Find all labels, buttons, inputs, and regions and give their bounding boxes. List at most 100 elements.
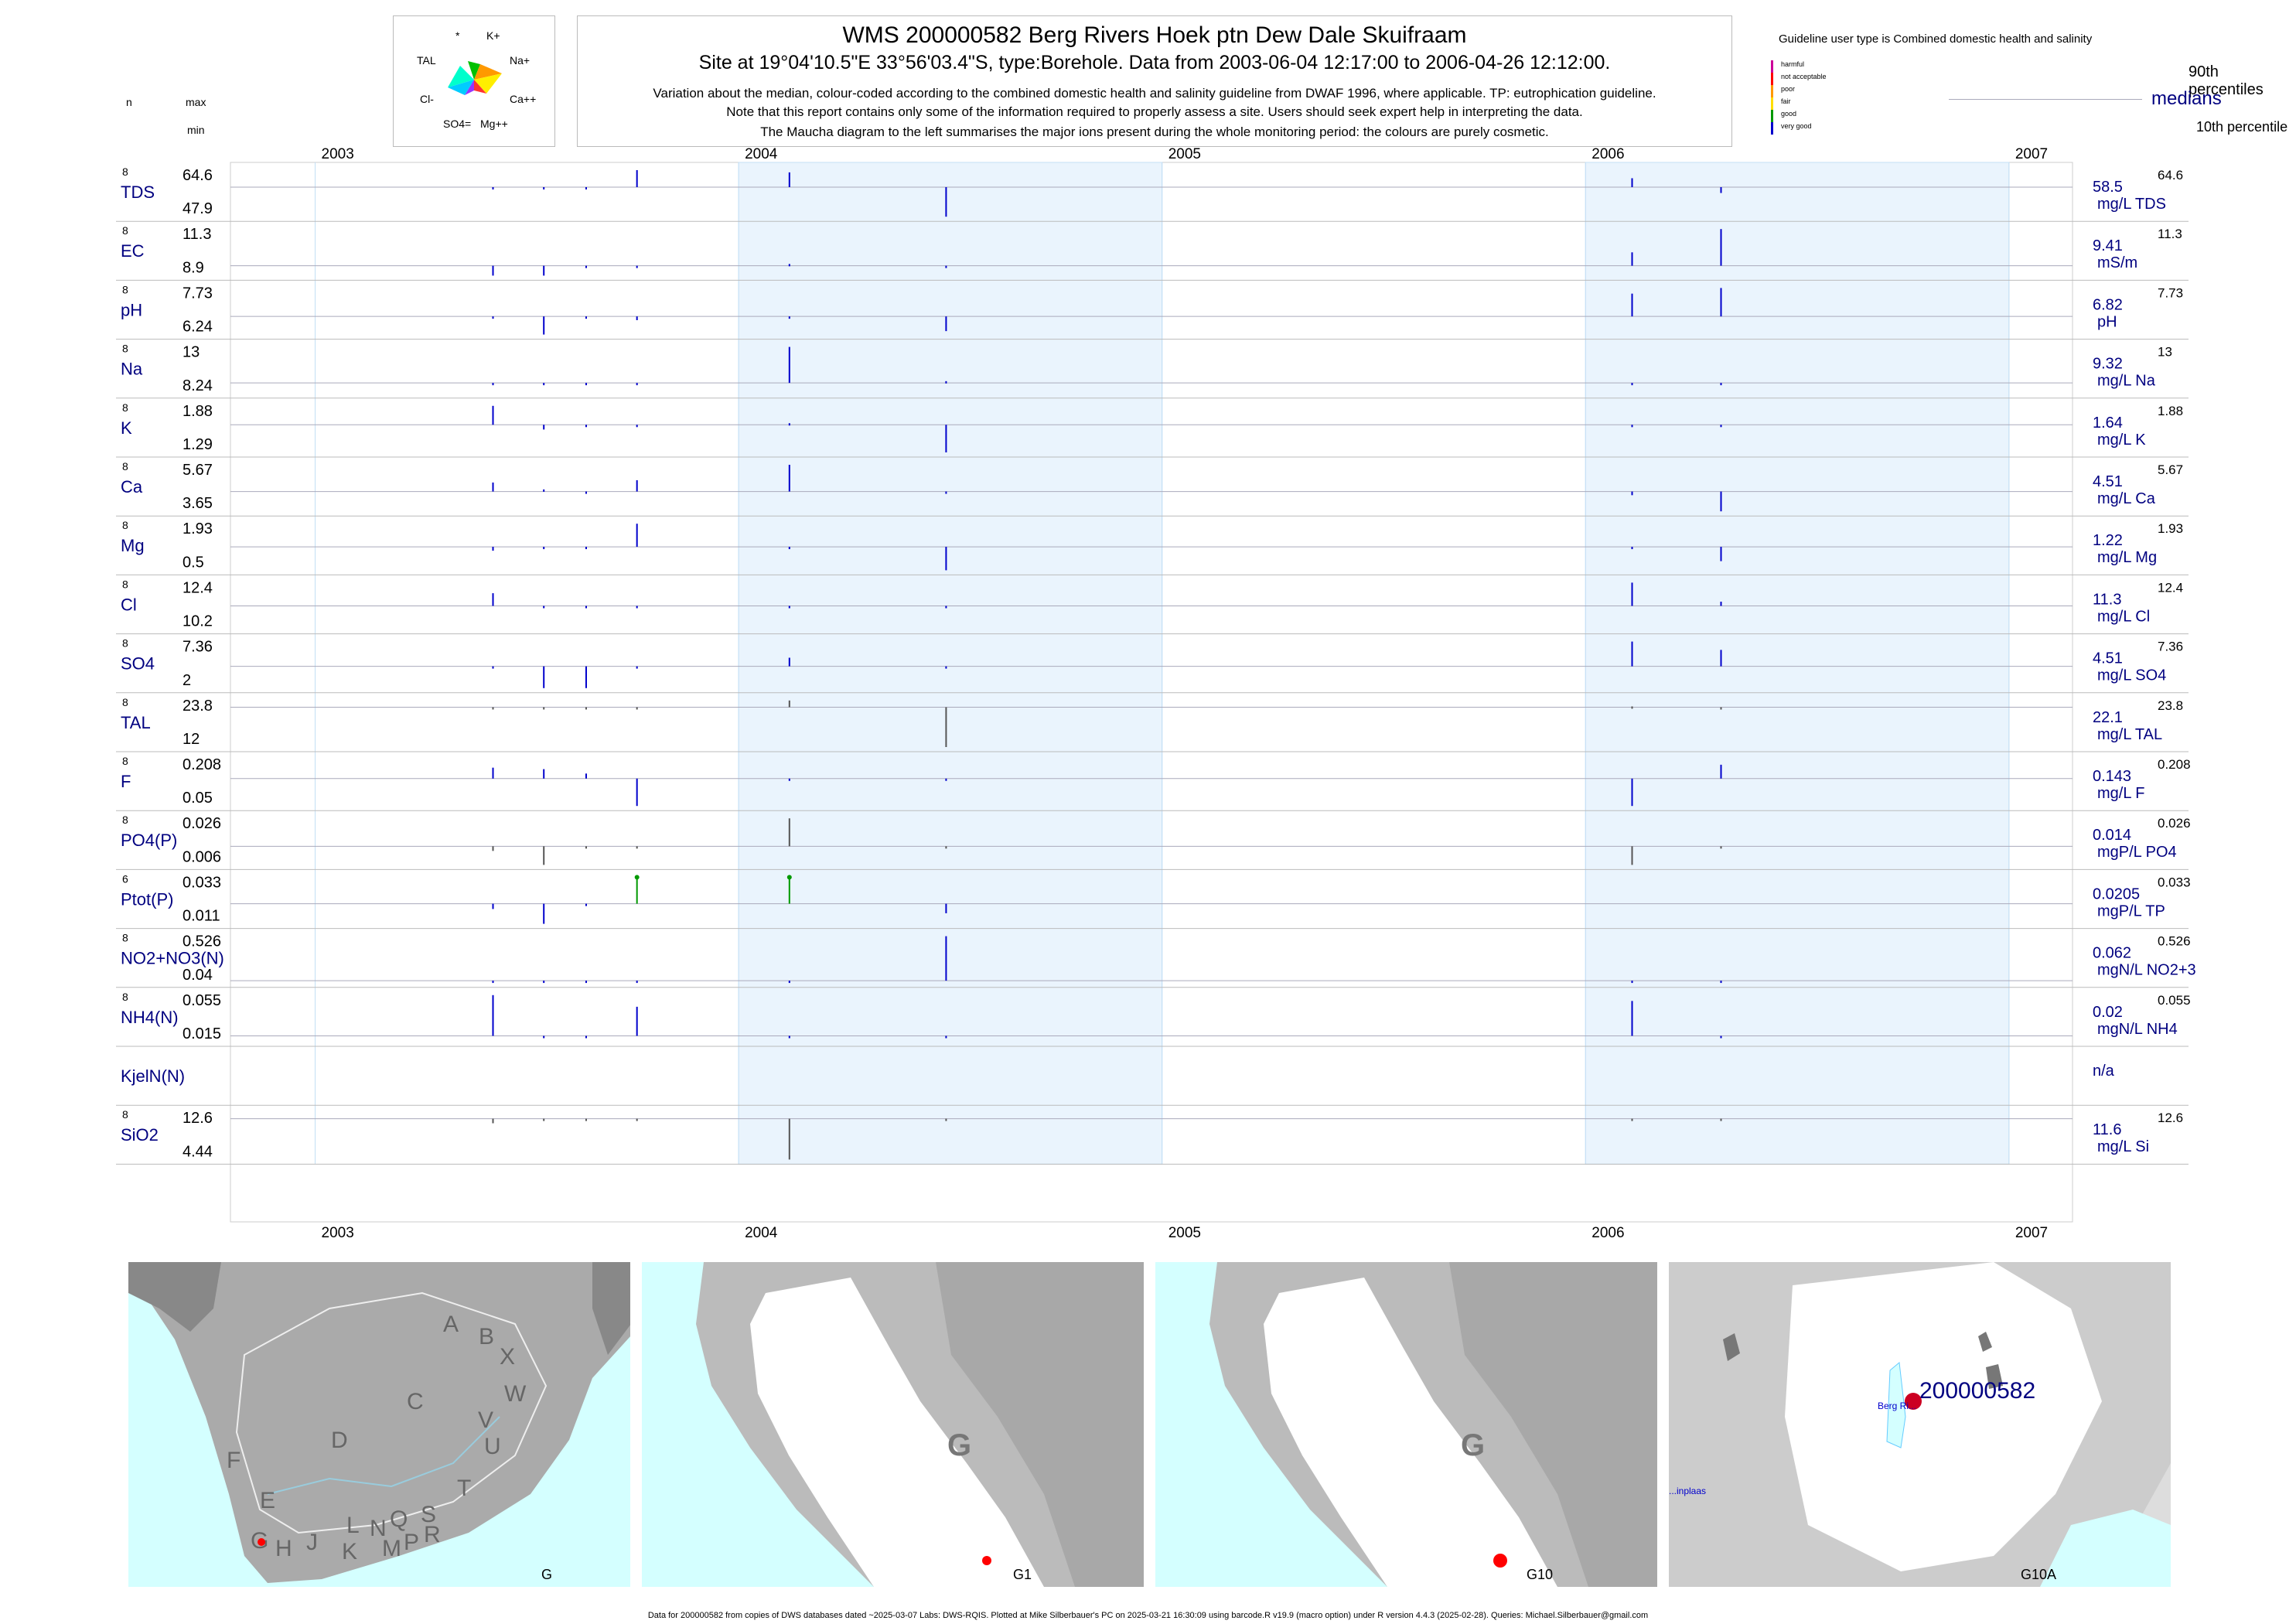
x-tick-label-top: 2003 — [322, 146, 354, 162]
row-median: 0.062 — [2093, 945, 2131, 962]
row-min: 0.006 — [183, 848, 221, 865]
map-lake-3 — [1986, 1364, 2003, 1389]
row-n: 8 — [122, 696, 128, 708]
row-unit: mg/L TAL — [2097, 726, 2162, 743]
row-min: 0.05 — [183, 790, 213, 807]
map-g10a-caption: G10A — [2021, 1567, 2056, 1582]
row-min: 0.011 — [183, 908, 220, 925]
legend-swatch — [1771, 60, 1773, 73]
maucha-wedge-k — [468, 61, 480, 80]
row-max: 0.033 — [183, 874, 221, 891]
legend-swatch — [1771, 97, 1773, 110]
row-max: 1.93 — [183, 520, 213, 537]
shaded-year-band — [1585, 162, 2010, 1165]
row-median: 11.3 — [2093, 591, 2121, 608]
row-unit: mS/m — [2097, 254, 2137, 271]
row-n: 8 — [122, 755, 128, 767]
row-median: 9.41 — [2093, 237, 2123, 254]
row-min: 10.2 — [183, 613, 213, 630]
row-label: SiO2 — [121, 1125, 159, 1145]
row-median: 22.1 — [2093, 709, 2123, 726]
map-region-s: S — [421, 1502, 436, 1527]
legend-swatch — [1771, 73, 1773, 85]
row-p90: 7.36 — [2158, 640, 2183, 654]
note-1: Variation about the median, colour-coded… — [653, 86, 1656, 101]
row-min: 4.44 — [183, 1143, 213, 1160]
row-unit: mgP/L PO4 — [2097, 844, 2177, 861]
row-median: 1.22 — [2093, 532, 2123, 549]
row-unit: mg/L SO4 — [2097, 667, 2166, 684]
map-region-p: P — [404, 1530, 419, 1555]
map-region-u: U — [484, 1434, 501, 1459]
row-p90: 5.67 — [2158, 462, 2183, 477]
map-g10-svg: G G10 — [1155, 1262, 1657, 1587]
legend-median-line — [1949, 99, 2142, 100]
legend-level: not acceptable — [1771, 73, 1827, 85]
row-n: 8 — [122, 343, 128, 355]
data-point — [634, 875, 640, 880]
row-unit: mgN/L NH4 — [2097, 1021, 2178, 1038]
maucha-label-ca: Ca++ — [510, 93, 536, 105]
legend-level: fair — [1771, 97, 1791, 110]
map-site-label: Berg Ri... — [1878, 1401, 1916, 1411]
row-median: 9.32 — [2093, 356, 2123, 373]
map-g10-caption: G10 — [1527, 1567, 1553, 1582]
maucha-wedge-tal — [448, 66, 474, 87]
map-region-j: J — [306, 1530, 318, 1555]
row-max: 1.88 — [183, 403, 213, 420]
maucha-diagram: * K+ Na+ Ca++ Mg++ SO4= Cl- TAL — [393, 15, 555, 147]
map-caption: G — [541, 1567, 552, 1582]
map-region-h: H — [275, 1536, 292, 1561]
row-min: 0.015 — [183, 1025, 221, 1042]
legend-level-label: very good — [1781, 122, 1812, 130]
legend-level-label: poor — [1781, 85, 1796, 93]
row-min: 3.65 — [183, 495, 213, 512]
map-g-label: G — [947, 1428, 971, 1462]
map-lake-1 — [1723, 1333, 1740, 1361]
row-median: 0.0205 — [2093, 885, 2140, 902]
shaded-year-band — [738, 162, 1163, 1165]
page-subtitle: Site at 19°04'10.5"E 33°56'03.4"S, type:… — [698, 52, 1611, 73]
row-n: 8 — [122, 1108, 128, 1121]
row-label: KjelN(N) — [121, 1066, 185, 1086]
map-region-a: A — [443, 1312, 459, 1337]
row-n: 8 — [122, 932, 128, 944]
map-southern-africa-svg: A B X C W D V U T F E G H J K L N Q S M — [128, 1262, 630, 1587]
x-tick-label-bottom: 2005 — [1168, 1225, 1201, 1241]
row-max: 0.026 — [183, 815, 221, 832]
row-max: 13 — [183, 344, 200, 361]
maucha-label-star: * — [455, 29, 460, 42]
row-p90: 11.3 — [2158, 227, 2182, 241]
row-unit: mg/L TDS — [2097, 196, 2166, 213]
map-southern-africa: A B X C W D V U T F E G H J K L N Q S M — [128, 1262, 630, 1587]
maucha-wedge-ca — [474, 73, 502, 94]
x-tick-label-top: 2007 — [2015, 146, 2048, 162]
row-median: 6.82 — [2093, 296, 2123, 313]
row-n: 8 — [122, 401, 128, 414]
row-label: SO4 — [121, 654, 155, 674]
legend-medians: medians — [2151, 88, 2222, 109]
row-unit: mg/L F — [2097, 785, 2145, 802]
row-p90: 7.73 — [2158, 285, 2183, 300]
note-2: Note that this report contains only some… — [726, 104, 1583, 119]
row-unit: mg/L K — [2097, 432, 2146, 449]
legend-swatch — [1771, 85, 1773, 97]
row-n: 8 — [122, 460, 128, 473]
row-median: 0.02 — [2093, 1004, 2123, 1021]
x-tick-label-bottom: 2006 — [1592, 1225, 1624, 1241]
legend-level: poor — [1771, 85, 1795, 97]
row-unit: mg/L Na — [2097, 373, 2156, 390]
x-tick-label-bottom: 2004 — [745, 1225, 778, 1241]
legend: Guideline user type is Combined domestic… — [1763, 15, 2289, 147]
map-g10a-svg: 200000582 Berg Ri... ...inplaas G10A — [1669, 1262, 2171, 1587]
row-median: 1.64 — [2093, 415, 2123, 432]
maucha-label-k: K+ — [486, 29, 500, 42]
row-label: pH — [121, 300, 142, 319]
row-unit: mg/L Si — [2097, 1138, 2149, 1155]
row-max: 7.73 — [183, 285, 213, 302]
map-station-label: 200000582 — [1919, 1378, 2035, 1404]
row-min: 0.04 — [183, 967, 213, 984]
map-region-x: X — [500, 1344, 515, 1370]
x-tick-label-top: 2005 — [1168, 146, 1201, 162]
row-min: 8.9 — [183, 259, 204, 276]
